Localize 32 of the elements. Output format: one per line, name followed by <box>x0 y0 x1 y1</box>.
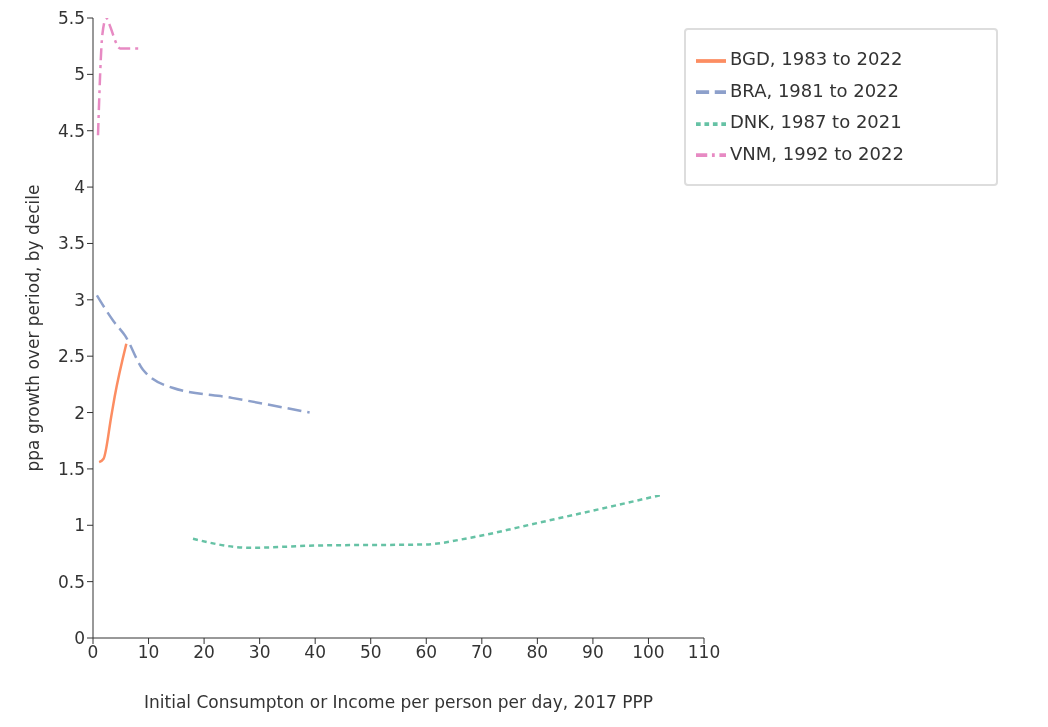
y-tick-label: 5.5 <box>57 8 85 29</box>
x-tick-label: 70 <box>471 642 493 663</box>
y-tick-label: 3.5 <box>57 233 85 254</box>
y-tick-label: 5 <box>74 64 85 85</box>
y-tick-label: 2.5 <box>57 346 85 367</box>
x-tick-label: 100 <box>632 642 665 663</box>
y-tick-label: 4 <box>74 177 85 198</box>
x-tick-label: 90 <box>582 642 604 663</box>
y-tick-label: 3 <box>74 289 85 310</box>
x-tick-label: 10 <box>137 642 160 663</box>
y-tick-label: 0.5 <box>57 571 85 592</box>
legend-label: BRA, 1981 to 2022 <box>730 79 900 101</box>
legend-label: VNM, 1992 to 2022 <box>730 142 904 164</box>
x-tick-label: 40 <box>304 642 326 663</box>
x-axis-title: Initial Consumpton or Income per person per day, 2017 PPP <box>144 692 653 713</box>
x-tick-label: 20 <box>193 642 215 663</box>
x-tick-label: 50 <box>359 642 382 663</box>
x-tick-label: 80 <box>526 642 549 663</box>
line-series <box>97 342 128 464</box>
y-axis-title: ppa growth over period, by decile <box>23 184 44 472</box>
x-tick-label: 0 <box>87 642 99 663</box>
x-tick-label: 30 <box>248 642 271 663</box>
legend-label: BGD, 1983 to 2022 <box>730 48 903 69</box>
y-tick-label: 1 <box>74 515 85 536</box>
x-tick-label: 110 <box>687 642 721 663</box>
y-tick-label: 0 <box>74 628 85 649</box>
y-tick-label: 1.5 <box>57 458 85 479</box>
y-tick-label: 2 <box>74 402 85 423</box>
line-series <box>95 294 311 414</box>
y-tick-label: 4.5 <box>57 120 85 141</box>
legend-label: DNK, 1987 to 2021 <box>730 111 902 132</box>
x-tick-label: 60 <box>415 642 438 663</box>
